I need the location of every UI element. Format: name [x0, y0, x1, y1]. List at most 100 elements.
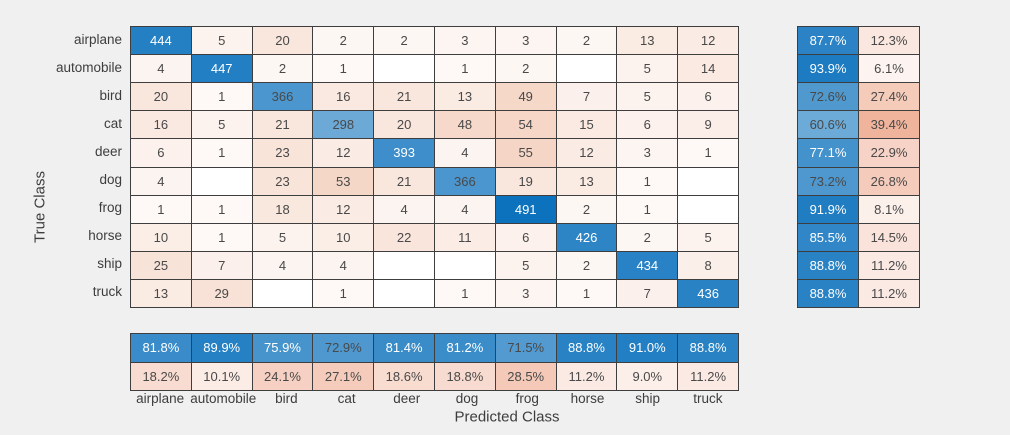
row-summary-cell: 88.8%	[798, 251, 859, 280]
matrix-cell-diagonal: 366	[434, 167, 496, 196]
matrix-cell: 7	[556, 83, 618, 112]
matrix-cell: 5	[678, 223, 739, 252]
x-tick-label: automobile	[190, 391, 257, 406]
matrix-cell: 2	[556, 195, 618, 224]
row-summary-cell: 91.9%	[798, 195, 859, 224]
matrix-cell: 1	[191, 195, 253, 224]
matrix-cell: 6	[678, 83, 739, 112]
matrix-cell: 18	[252, 195, 314, 224]
matrix-cell: 23	[252, 139, 314, 168]
matrix-cell: 29	[191, 279, 253, 308]
matrix-cell: 1	[434, 55, 496, 84]
column-summary-cell: 88.8%	[556, 334, 618, 363]
matrix-cell: 13	[556, 167, 618, 196]
matrix-cell: 12	[313, 195, 375, 224]
matrix-cell	[191, 167, 253, 196]
matrix-cell: 16	[313, 83, 375, 112]
matrix-cell-diagonal: 298	[313, 111, 375, 140]
y-tick-label: bird	[99, 88, 122, 103]
matrix-cell: 55	[495, 139, 557, 168]
matrix-cell: 1	[191, 83, 253, 112]
y-tick-label: airplane	[73, 32, 122, 47]
y-tick-label: dog	[99, 172, 122, 187]
matrix-cell: 2	[556, 27, 618, 56]
matrix-cell	[374, 279, 435, 308]
x-tick-labels: airplane automobile bird cat deer dog frog hors…	[130, 391, 738, 406]
matrix-cell: 5	[252, 223, 314, 252]
column-summary-cell: 72.9%	[313, 334, 375, 363]
matrix-cell: 1	[191, 139, 253, 168]
matrix-cell: 5	[191, 111, 253, 140]
matrix-cell: 20	[374, 111, 435, 140]
column-summary-cell: 18.2%	[131, 362, 192, 391]
matrix-cell: 1	[434, 279, 496, 308]
matrix-cell: 2	[252, 55, 314, 84]
x-tick-label: ship	[635, 391, 661, 406]
matrix-cell-diagonal: 491	[495, 195, 557, 224]
matrix-cell: 14	[678, 55, 739, 84]
row-summary-cell: 8.1%	[859, 195, 920, 224]
matrix-cell	[374, 251, 435, 280]
matrix-cell	[374, 55, 435, 84]
x-tick-label: horse	[570, 391, 605, 406]
row-summary-cell: 6.1%	[859, 55, 920, 84]
column-summary-cell: 18.8%	[434, 362, 496, 391]
matrix-cell: 20	[252, 27, 314, 56]
matrix-cell: 4	[434, 139, 496, 168]
y-tick-label: truck	[92, 284, 122, 299]
matrix-cell: 9	[678, 111, 739, 140]
matrix-cell-diagonal: 393	[374, 139, 435, 168]
y-tick-label: horse	[88, 228, 122, 243]
matrix-cell: 7	[191, 251, 253, 280]
x-tick-label: airplane	[136, 391, 185, 406]
row-summary-cell: 11.2%	[859, 279, 920, 308]
matrix-cell: 6	[131, 139, 192, 168]
matrix-cell: 21	[374, 83, 435, 112]
matrix-cell: 5	[495, 251, 557, 280]
matrix-cell: 11	[434, 223, 496, 252]
y-tick-label: automobile	[55, 60, 122, 75]
matrix-cell: 2	[374, 27, 435, 56]
matrix-cell: 4	[434, 195, 496, 224]
row-summary-cell: 77.1%	[798, 139, 859, 168]
matrix-cell: 21	[374, 167, 435, 196]
matrix-cell: 3	[434, 27, 496, 56]
column-summary-cell: 11.2%	[678, 362, 739, 391]
y-tick-label: cat	[103, 116, 122, 131]
matrix-cell-diagonal: 434	[617, 251, 679, 280]
row-summary-cell: 39.4%	[859, 111, 920, 140]
matrix-cell: 13	[617, 27, 679, 56]
matrix-cell: 6	[495, 223, 557, 252]
matrix-cell: 4	[313, 251, 375, 280]
matrix-cell: 7	[617, 279, 679, 308]
matrix-cell: 4	[252, 251, 314, 280]
y-tick-label: ship	[97, 256, 122, 271]
x-axis-label: Predicted Class	[454, 408, 560, 426]
column-summary-cell: 71.5%	[495, 334, 557, 363]
matrix-cell: 5	[191, 27, 253, 56]
matrix-cell: 6	[617, 111, 679, 140]
matrix-cell: 54	[495, 111, 557, 140]
row-summary-cell: 88.8%	[798, 279, 859, 308]
column-summary-cell: 11.2%	[556, 362, 618, 391]
column-summary-cell: 24.1%	[252, 362, 314, 391]
column-summary-cell: 81.2%	[434, 334, 496, 363]
x-tick-label: bird	[275, 391, 298, 406]
matrix-cell: 3	[495, 279, 557, 308]
matrix-cell: 1	[313, 279, 375, 308]
matrix-cell-diagonal: 447	[191, 55, 253, 84]
matrix-cell-diagonal: 366	[252, 83, 314, 112]
matrix-cell: 2	[617, 223, 679, 252]
row-summary-cell: 12.3%	[859, 27, 920, 56]
row-summary-cell: 72.6%	[798, 83, 859, 112]
matrix-cell: 23	[252, 167, 314, 196]
row-summary-cell: 60.6%	[798, 111, 859, 140]
column-summary-cell: 88.8%	[678, 334, 739, 363]
column-summary-cell: 81.4%	[374, 334, 435, 363]
matrix-cell: 4	[131, 55, 192, 84]
matrix-cell-diagonal: 426	[556, 223, 618, 252]
matrix-cell: 16	[131, 111, 192, 140]
column-summary-cell: 75.9%	[252, 334, 314, 363]
matrix-cell: 4	[131, 167, 192, 196]
matrix-cell: 1	[617, 195, 679, 224]
